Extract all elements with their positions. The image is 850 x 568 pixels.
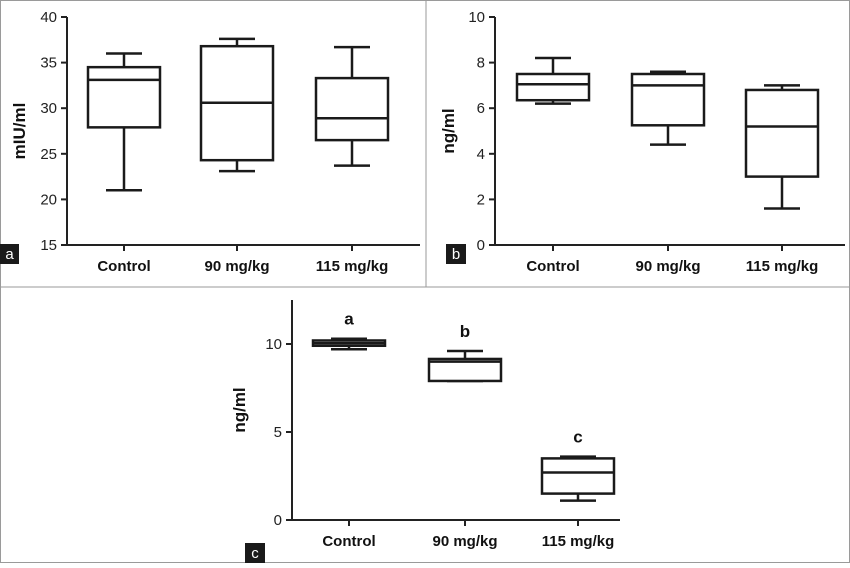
- panel-a-box: [314, 76, 390, 142]
- panel-c-box: [540, 457, 616, 495]
- panel-b-y-tick-label: 6: [477, 100, 485, 117]
- panel-a-y-tick-label: 35: [40, 55, 57, 72]
- panel-a-y-tick-label: 20: [40, 191, 57, 208]
- panel-c-category-label: 115 mg/kg: [542, 533, 615, 550]
- panel-a-y-tick-label: 40: [40, 9, 57, 26]
- panel-letter-c: c: [251, 545, 259, 562]
- panel-b-y-tick-label: 0: [477, 237, 485, 254]
- panel-c-box: [427, 357, 503, 383]
- panel-letter-box-c: [245, 543, 265, 563]
- panel-b-box: [630, 72, 706, 127]
- panel-c-significance-letter: a: [344, 310, 354, 329]
- panel-c-y-tick-label: 0: [274, 512, 282, 529]
- panel-b-y-tick-label: 8: [477, 55, 485, 72]
- panel-b-y-tick-label: 10: [468, 9, 485, 26]
- panel-b-box: [744, 88, 820, 178]
- panel-b-y-tick-label: 2: [477, 191, 485, 208]
- panel-b-box: [515, 72, 591, 102]
- panel-b-marks: 0 2 4 6 8 10 ng/ml Control 90 mg/kg 115 mg/kg: [439, 9, 845, 275]
- panel-c-y-tick-label: 10: [265, 336, 282, 353]
- panel-c-category-label: 90 mg/kg: [432, 533, 497, 550]
- panel-a-y-tick-label: 15: [40, 237, 57, 254]
- panel-a-y-tick-label: 30: [40, 100, 57, 117]
- panel-a: 15 20 25 30 35 40 mIU/ml Control 90 mg/kg 115 mg/…: [0, 9, 420, 275]
- panel-a-box: [86, 65, 162, 129]
- panel-a-marks: 15 20 25 30 35 40 mIU/ml Control 90 mg/kg 115 mg/…: [10, 9, 420, 275]
- panel-a-category-label: 90 mg/kg: [204, 258, 269, 275]
- panel-a-y-axis-title: mIU/ml: [10, 103, 29, 160]
- panel-b-category-label: Control: [526, 258, 579, 275]
- panel-b-category-label: 90 mg/kg: [635, 258, 700, 275]
- panel-c-marks: 0 5 10 ng/ml Control a 90 mg/kg b 115 mg/kg c: [230, 300, 620, 550]
- panel-c-category-label: Control: [322, 533, 375, 550]
- panel-letter-box-a: [0, 244, 19, 264]
- panel-c-y-tick-label: 5: [274, 424, 282, 441]
- panel-a-category-label: Control: [97, 258, 150, 275]
- panel-b-category-label: 115 mg/kg: [746, 258, 819, 275]
- panel-c-y-axis-title: ng/ml: [230, 387, 249, 432]
- panel-a-y-tick-label: 25: [40, 146, 57, 163]
- panel-b-y-tick-label: 4: [477, 146, 485, 163]
- panel-b-y-axis-title: ng/ml: [439, 108, 458, 153]
- panel-c-significance-letter: b: [460, 322, 470, 341]
- panel-letter-box-b: [446, 244, 466, 264]
- panel-c: 0 5 10 ng/ml Control a 90 mg/kg b 115 mg/kg c c: [230, 300, 620, 563]
- panel-letter-b: b: [452, 246, 460, 263]
- panel-letter-a: a: [5, 246, 14, 263]
- panel-a-category-label: 115 mg/kg: [316, 258, 389, 275]
- panel-b: 0 2 4 6 8 10 ng/ml Control 90 mg/kg 115 mg/kg b: [439, 9, 845, 275]
- panel-c-significance-letter: c: [573, 428, 582, 447]
